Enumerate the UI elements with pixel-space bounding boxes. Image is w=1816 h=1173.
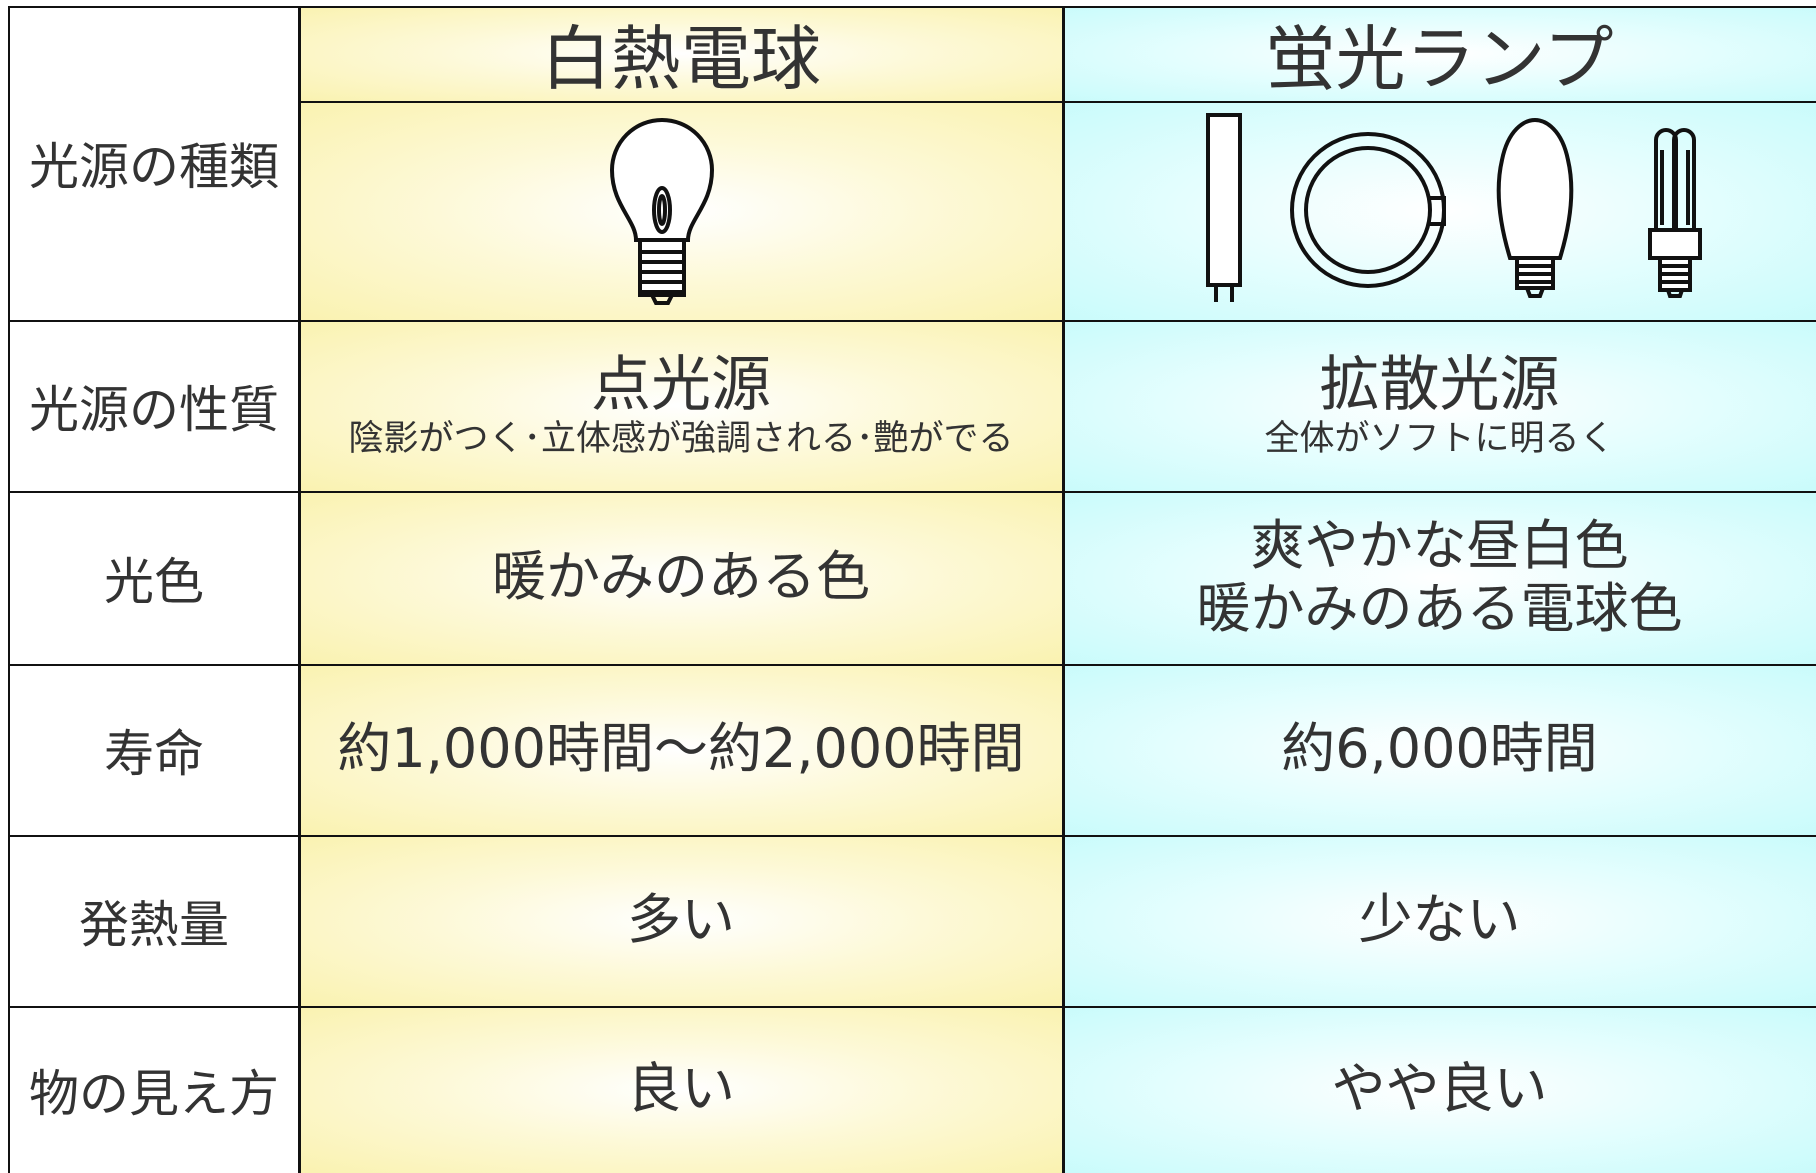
- cell-text: 約6,000時間: [1281, 717, 1598, 781]
- cell-sub: 全体がソフトに明るく: [1264, 418, 1615, 459]
- data-cell: 少ない: [1063, 835, 1816, 1006]
- row-label: 発熱量: [9, 835, 299, 1006]
- grid-line: [299, 101, 1816, 103]
- cell-text: 暖かみのある色: [492, 545, 870, 609]
- data-cell: 拡散光源 全体がソフトに明るく: [1063, 320, 1816, 491]
- row-label-text: 光源の性質: [29, 380, 279, 439]
- grid-line: [1062, 6, 1065, 1173]
- data-cell: 点光源 陰影がつく･立体感が強調される･艶がでる: [299, 320, 1063, 491]
- grid-line: [9, 835, 1816, 837]
- row-label: 光色: [9, 491, 299, 664]
- cell-main: 点光源: [591, 349, 771, 420]
- row-label-text: 光源の種類: [29, 138, 279, 196]
- row-label-text: 発熱量: [79, 895, 229, 954]
- row-label-text: 寿命: [104, 724, 204, 783]
- compact-lamp: [1648, 128, 1702, 298]
- column-title: 蛍光ランプ: [1265, 18, 1614, 100]
- grid-line: [9, 320, 1816, 322]
- grid-line: [9, 491, 1816, 493]
- row-label: 光源の性質: [9, 320, 299, 491]
- cell-text: 多い: [627, 888, 735, 952]
- data-cell: 約1,000時間～約2,000時間: [299, 664, 1063, 835]
- grid-line: [9, 6, 1816, 8]
- circular-tube: [1290, 132, 1446, 288]
- data-cell: やや良い: [1063, 1006, 1816, 1173]
- cell-text: 暖かみのある電球色: [1196, 576, 1683, 640]
- grid-line: [9, 664, 1816, 666]
- data-cell: 約6,000時間: [1063, 664, 1816, 835]
- grid-line: [298, 6, 301, 1173]
- grid-line: [9, 1006, 1816, 1008]
- column-header: 白熱電球: [299, 6, 1063, 101]
- grid-line: [8, 6, 10, 1173]
- incandescent-bulb: [609, 118, 715, 305]
- row-label: 物の見え方: [9, 1006, 299, 1173]
- data-cell: 良い: [299, 1006, 1063, 1173]
- row-label: 寿命: [9, 664, 299, 835]
- row-label: 光源の種類: [9, 6, 299, 320]
- cell-text: 良い: [627, 1057, 735, 1121]
- row-label-text: 光色: [104, 552, 204, 611]
- column-header: 蛍光ランプ: [1063, 6, 1816, 101]
- cell-text: 爽やかな昼白色: [1250, 514, 1629, 578]
- cell-main: 拡散光源: [1319, 349, 1560, 420]
- row-label-text: 物の見え方: [29, 1064, 279, 1123]
- straight-tube: [1206, 113, 1242, 302]
- column-title: 白熱電球: [541, 18, 821, 100]
- cell-sub: 陰影がつく･立体感が強調される･艶がでる: [348, 418, 1014, 459]
- data-cell: 暖かみのある色: [299, 491, 1063, 664]
- cell-text: 少ない: [1358, 888, 1521, 952]
- data-cell: 爽やかな昼白色 暖かみのある電球色: [1063, 491, 1816, 664]
- data-cell: 多い: [299, 835, 1063, 1006]
- cell-text: 約1,000時間～約2,000時間: [337, 717, 1025, 781]
- bulb-shaped-lamp: [1496, 117, 1574, 298]
- cell-text: やや良い: [1331, 1057, 1548, 1121]
